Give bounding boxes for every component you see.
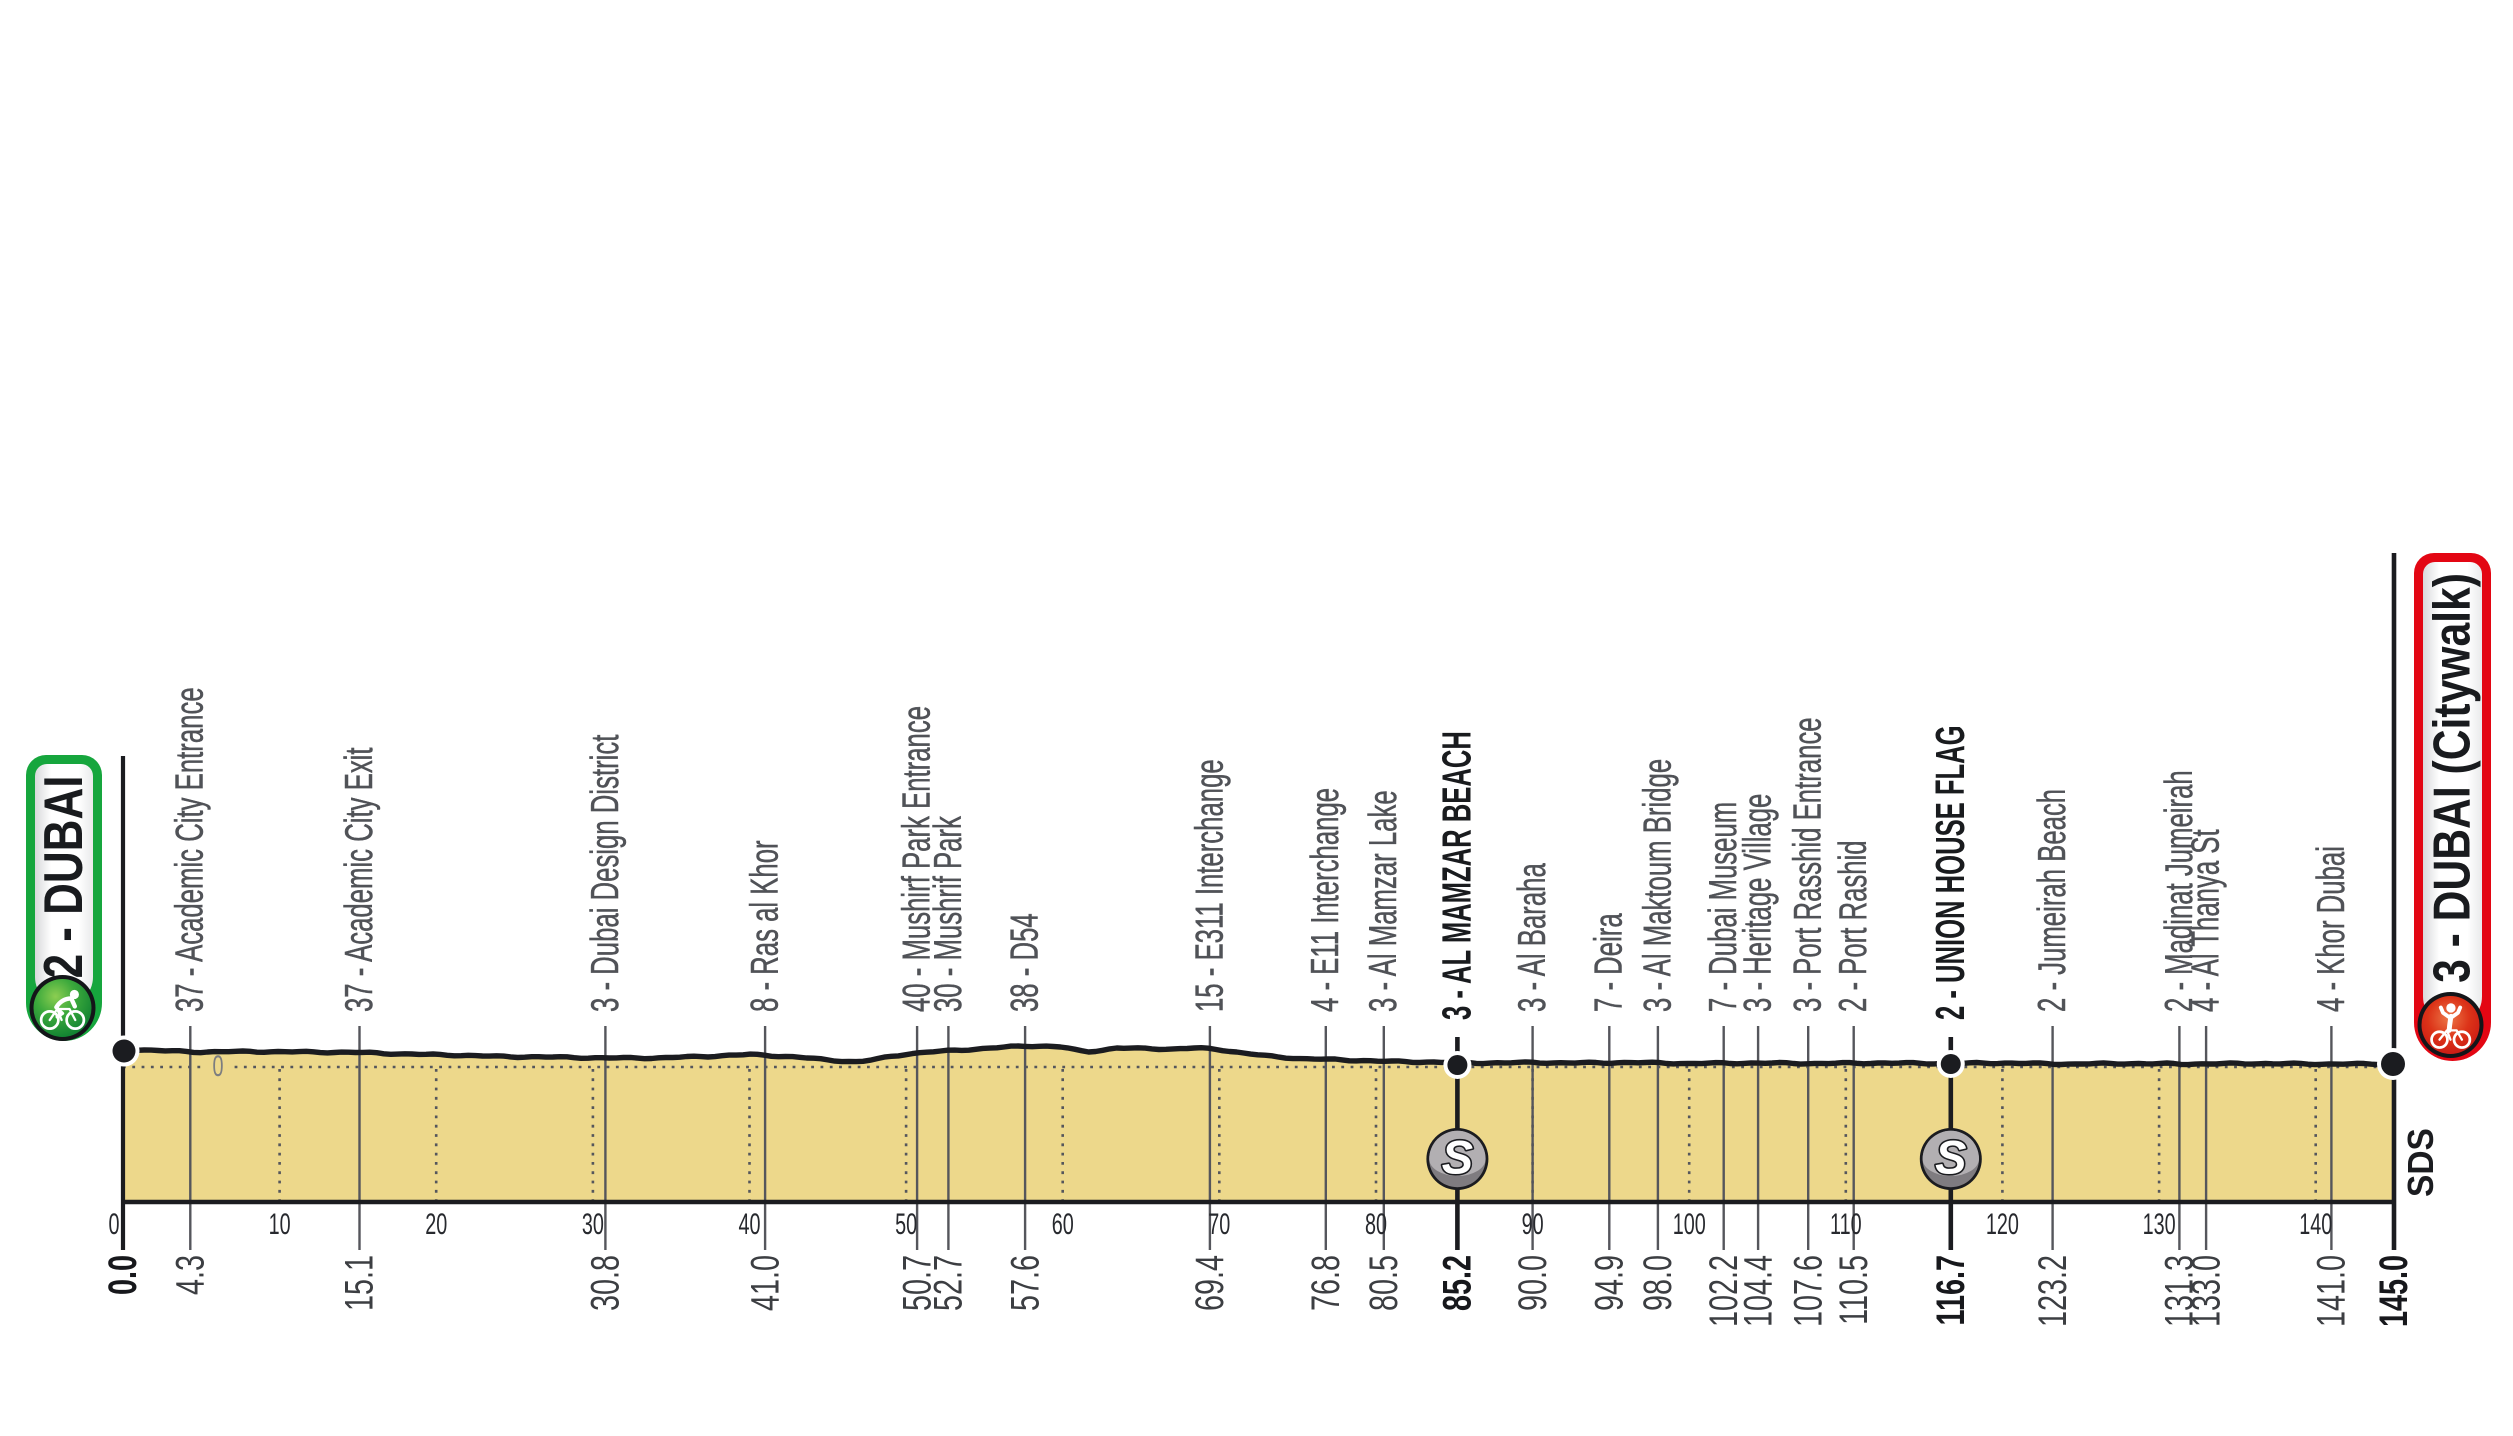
svg-text:50: 50 bbox=[895, 1208, 917, 1241]
svg-text:3 - Heritage Village: 3 - Heritage Village bbox=[1736, 794, 1780, 1012]
svg-text:110: 110 bbox=[1830, 1208, 1862, 1241]
svg-text:141.0: 141.0 bbox=[2309, 1255, 2354, 1327]
svg-text:20: 20 bbox=[425, 1208, 447, 1241]
svg-text:140: 140 bbox=[2299, 1208, 2332, 1241]
svg-text:4 - Al Thanya St: 4 - Al Thanya St bbox=[2184, 829, 2228, 1012]
svg-text:60: 60 bbox=[1052, 1208, 1074, 1241]
svg-text:38 - D54: 38 - D54 bbox=[1003, 913, 1047, 1012]
svg-text:4.3: 4.3 bbox=[168, 1255, 213, 1295]
svg-text:S: S bbox=[1935, 1131, 1966, 1184]
svg-text:4 - E11 Interchange: 4 - E11 Interchange bbox=[1304, 788, 1348, 1012]
svg-text:57.6: 57.6 bbox=[1003, 1255, 1048, 1311]
svg-text:0: 0 bbox=[108, 1208, 119, 1241]
svg-text:116.7: 116.7 bbox=[1928, 1255, 1973, 1325]
svg-text:76.8: 76.8 bbox=[1303, 1255, 1348, 1311]
svg-text:94.9: 94.9 bbox=[1587, 1255, 1632, 1311]
svg-text:7 - Deira: 7 - Deira bbox=[1587, 913, 1631, 1012]
svg-text:145.0: 145.0 bbox=[2372, 1255, 2417, 1327]
svg-text:15 - E311 Interchange: 15 - E311 Interchange bbox=[1188, 759, 1232, 1012]
svg-text:3 - Al Baraha: 3 - Al Baraha bbox=[1511, 863, 1555, 1012]
svg-text:133.0: 133.0 bbox=[2184, 1255, 2229, 1327]
svg-text:90.0: 90.0 bbox=[1510, 1255, 1555, 1311]
svg-text:0: 0 bbox=[212, 1050, 223, 1083]
svg-text:52.7: 52.7 bbox=[926, 1255, 971, 1311]
svg-text:30 - Mushrif Park: 30 - Mushrif Park bbox=[927, 816, 971, 1012]
svg-text:8 - Ras al Khor: 8 - Ras al Khor bbox=[743, 840, 787, 1012]
svg-text:3 - Dubai Design District: 3 - Dubai Design District bbox=[584, 735, 628, 1012]
svg-text:2 - Jumeirah Beach: 2 - Jumeirah Beach bbox=[2031, 789, 2075, 1012]
svg-text:130: 130 bbox=[2143, 1208, 2176, 1241]
svg-text:2 - DUBAI: 2 - DUBAI bbox=[32, 776, 94, 979]
svg-text:37 - Academic City Entrance: 37 - Academic City Entrance bbox=[168, 687, 212, 1012]
svg-text:0.0: 0.0 bbox=[101, 1255, 146, 1295]
svg-text:40: 40 bbox=[738, 1208, 760, 1241]
svg-text:41.0: 41.0 bbox=[743, 1255, 788, 1311]
svg-text:15.1: 15.1 bbox=[337, 1255, 382, 1311]
svg-text:3 - Al Mamzar Lake: 3 - Al Mamzar Lake bbox=[1362, 790, 1406, 1012]
svg-text:80.5: 80.5 bbox=[1361, 1255, 1406, 1311]
svg-text:2 - Madinat Jumeirah: 2 - Madinat Jumeirah bbox=[2158, 770, 2202, 1012]
svg-text:SDS: SDS bbox=[2402, 1128, 2441, 1197]
svg-text:104.4: 104.4 bbox=[1736, 1255, 1781, 1327]
svg-text:80: 80 bbox=[1365, 1208, 1387, 1241]
svg-text:100: 100 bbox=[1673, 1208, 1706, 1241]
svg-text:107.6: 107.6 bbox=[1786, 1255, 1831, 1327]
svg-text:70: 70 bbox=[1208, 1208, 1230, 1241]
svg-text:37 - Academic City Exit: 37 - Academic City Exit bbox=[338, 747, 382, 1012]
svg-text:S: S bbox=[1442, 1131, 1473, 1184]
svg-text:131.3: 131.3 bbox=[2157, 1255, 2202, 1327]
svg-text:110.5: 110.5 bbox=[1831, 1255, 1876, 1325]
svg-text:7 - Dubai Museum: 7 - Dubai Museum bbox=[1702, 802, 1746, 1012]
svg-text:30.8: 30.8 bbox=[583, 1255, 628, 1311]
svg-text:4 - Khor Dubai: 4 - Khor Dubai bbox=[2310, 846, 2354, 1012]
svg-text:40 - Mushirf Park Entrance: 40 - Mushirf Park Entrance bbox=[895, 706, 939, 1012]
svg-text:3 - Port Rasshid Entrance: 3 - Port Rasshid Entrance bbox=[1786, 717, 1830, 1012]
svg-text:2 - UNION HOUSE FLAG: 2 - UNION HOUSE FLAG bbox=[1928, 725, 1974, 1020]
svg-text:69.4: 69.4 bbox=[1188, 1255, 1233, 1311]
svg-text:3 - AL MAMZAR BEACH: 3 - AL MAMZAR BEACH bbox=[1435, 731, 1481, 1020]
svg-text:3 - Al Maktoum Bridge: 3 - Al Maktoum Bridge bbox=[1636, 759, 1680, 1012]
svg-text:50.7: 50.7 bbox=[895, 1255, 940, 1311]
svg-text:90: 90 bbox=[1522, 1208, 1544, 1241]
svg-text:85.2: 85.2 bbox=[1435, 1255, 1480, 1311]
svg-text:98.0: 98.0 bbox=[1636, 1255, 1681, 1311]
svg-text:102.2: 102.2 bbox=[1701, 1255, 1746, 1327]
svg-text:30: 30 bbox=[582, 1208, 604, 1241]
svg-text:120: 120 bbox=[1986, 1208, 2019, 1241]
svg-text:2 - Port Rashid: 2 - Port Rashid bbox=[1832, 840, 1876, 1012]
svg-text:123.2: 123.2 bbox=[2030, 1255, 2075, 1327]
svg-text:3 - DUBAI (Citywalk): 3 - DUBAI (Citywalk) bbox=[2424, 573, 2482, 983]
svg-text:10: 10 bbox=[269, 1208, 291, 1241]
